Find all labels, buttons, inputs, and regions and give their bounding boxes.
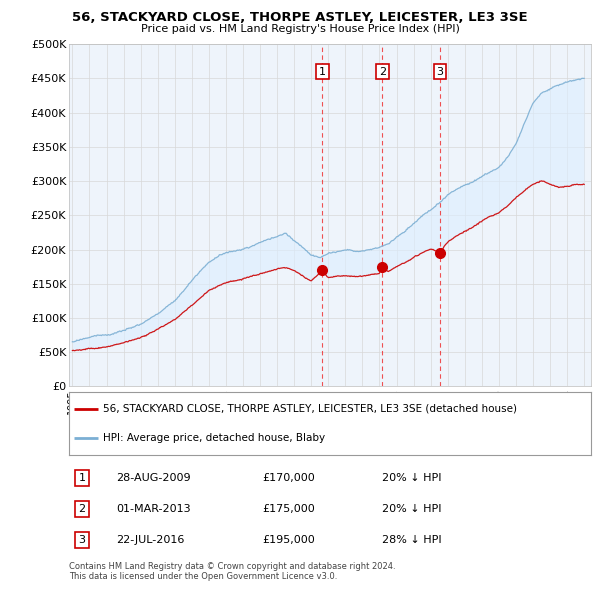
Text: 1: 1 — [79, 473, 86, 483]
Text: £195,000: £195,000 — [262, 535, 315, 545]
Text: 2: 2 — [79, 504, 86, 514]
Text: 2: 2 — [379, 67, 386, 77]
Text: £175,000: £175,000 — [262, 504, 315, 514]
Text: 56, STACKYARD CLOSE, THORPE ASTLEY, LEICESTER, LE3 3SE (detached house): 56, STACKYARD CLOSE, THORPE ASTLEY, LEIC… — [103, 404, 517, 414]
Text: HPI: Average price, detached house, Blaby: HPI: Average price, detached house, Blab… — [103, 432, 325, 442]
Text: Price paid vs. HM Land Registry's House Price Index (HPI): Price paid vs. HM Land Registry's House … — [140, 24, 460, 34]
Text: 01-MAR-2013: 01-MAR-2013 — [116, 504, 191, 514]
Text: 28-AUG-2009: 28-AUG-2009 — [116, 473, 191, 483]
Text: 56, STACKYARD CLOSE, THORPE ASTLEY, LEICESTER, LE3 3SE: 56, STACKYARD CLOSE, THORPE ASTLEY, LEIC… — [72, 11, 528, 24]
Text: 20% ↓ HPI: 20% ↓ HPI — [382, 473, 442, 483]
Text: This data is licensed under the Open Government Licence v3.0.: This data is licensed under the Open Gov… — [69, 572, 337, 581]
Text: 22-JUL-2016: 22-JUL-2016 — [116, 535, 184, 545]
Text: 20% ↓ HPI: 20% ↓ HPI — [382, 504, 442, 514]
Text: Contains HM Land Registry data © Crown copyright and database right 2024.: Contains HM Land Registry data © Crown c… — [69, 562, 395, 571]
Text: £170,000: £170,000 — [262, 473, 315, 483]
Text: 28% ↓ HPI: 28% ↓ HPI — [382, 535, 442, 545]
Text: 3: 3 — [79, 535, 86, 545]
Text: 3: 3 — [437, 67, 443, 77]
Text: 1: 1 — [319, 67, 326, 77]
